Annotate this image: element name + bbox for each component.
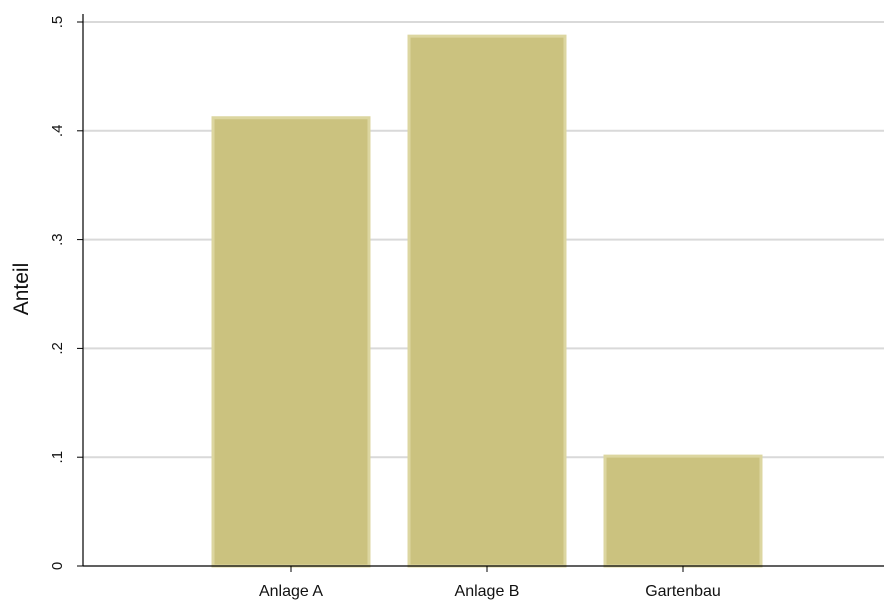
x-ticks: Anlage A Anlage B Gartenbau <box>259 566 721 600</box>
bars <box>211 34 763 568</box>
y-tick-label: 0 <box>49 562 66 570</box>
bar <box>603 454 763 568</box>
y-tick-label: .1 <box>49 451 66 464</box>
y-tick-label: .4 <box>49 125 66 138</box>
y-tick-label: .2 <box>49 342 66 355</box>
bar <box>211 116 371 568</box>
x-tick-label: Gartenbau <box>645 583 721 600</box>
x-tick-label: Anlage A <box>259 583 323 600</box>
y-tick-label: .3 <box>49 233 66 246</box>
axes <box>82 14 884 567</box>
y-tick-label: .5 <box>49 16 66 29</box>
y-axis-title: Anteil <box>10 263 33 316</box>
x-tick-label: Anlage B <box>455 583 520 600</box>
bar <box>407 34 567 568</box>
y-ticks: 0 .1 .2 .3 .4 .5 <box>49 16 83 570</box>
